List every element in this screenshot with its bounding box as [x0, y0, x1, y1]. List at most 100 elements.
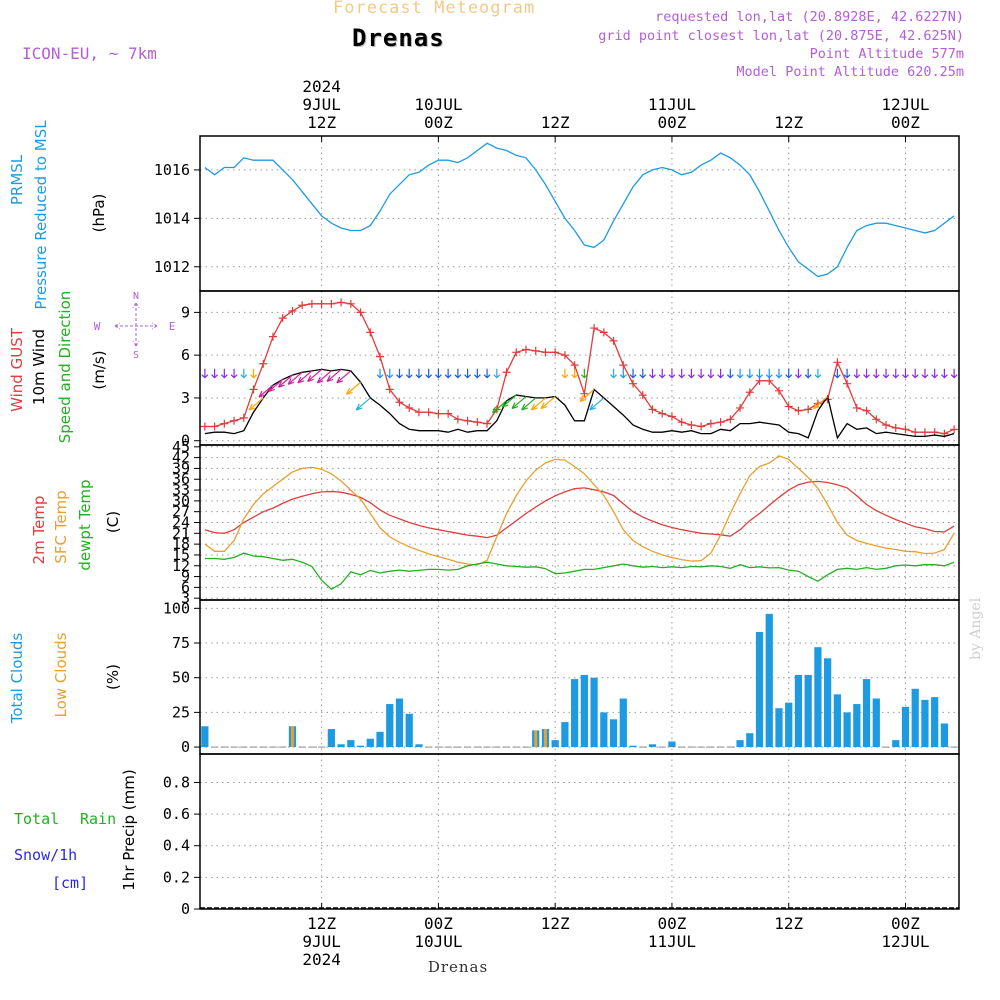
- time-label-bottom: 00Z: [424, 914, 453, 933]
- wind-direction-arrowhead: [220, 374, 228, 379]
- cloud-bar-total: [337, 744, 345, 748]
- cloud-bar-total: [551, 740, 559, 748]
- wind-direction-arrowhead: [287, 378, 295, 385]
- wind-direction-arrowhead: [240, 374, 248, 379]
- wind-gust-marker: [794, 406, 803, 415]
- cloud-bar-total: [590, 677, 598, 748]
- y-tick-label: 42: [172, 449, 190, 467]
- wind-gust-marker: [599, 328, 608, 337]
- wind-direction-arrow: [287, 371, 303, 385]
- y-tick-label: 3: [181, 589, 190, 607]
- wind-gust-marker: [220, 419, 229, 428]
- wind-gust-marker: [697, 422, 706, 431]
- wind-direction-arrowhead: [530, 403, 538, 411]
- y-tick-label: 0: [181, 432, 190, 450]
- cloud-bar-total: [785, 702, 793, 748]
- y-tick-label: 25: [172, 703, 190, 721]
- wind-direction-arrowhead: [396, 374, 403, 379]
- cloud-bar-total: [366, 738, 374, 748]
- wind-label-10m: 10m Wind: [30, 329, 48, 405]
- wind-direction-arrow: [297, 370, 313, 384]
- wind-direction-arrowhead: [376, 374, 384, 379]
- wind-direction-arrowhead: [882, 374, 890, 379]
- wind-label-direction: Speed and Direction: [56, 291, 74, 444]
- temp-line-1: [204, 455, 955, 566]
- cloud-bar-total: [201, 726, 209, 748]
- y-tick-label: 6: [181, 346, 190, 364]
- temp-label-dewpt: dewpt Temp: [76, 479, 94, 570]
- cloud-bar-total: [833, 694, 841, 748]
- wind-gust-marker: [833, 358, 842, 367]
- time-label-top: 9JUL: [302, 95, 341, 114]
- wind-gust-marker: [843, 379, 852, 388]
- cloud-bar-total: [765, 613, 773, 748]
- wind-direction-arrowhead: [425, 374, 433, 379]
- wind-direction-arrowhead: [511, 402, 519, 410]
- wind-direction-arrow: [326, 368, 342, 382]
- wind-direction-arrow: [540, 396, 556, 409]
- panel-frame-precip: [199, 753, 960, 910]
- wind-direction-arrowhead: [230, 374, 238, 379]
- cloud-label-unit: (%): [104, 664, 122, 690]
- wind-direction-arrowhead: [892, 374, 900, 379]
- panel-frame-wind: [199, 290, 960, 446]
- precip-label-snow-unit: [cm]: [52, 874, 88, 892]
- wind-gust-marker: [249, 385, 258, 394]
- time-label-top: 12JUL: [881, 95, 929, 114]
- wind-direction-arrow: [579, 388, 595, 402]
- wind-gust-marker: [268, 332, 277, 341]
- wind-direction-arrowhead: [813, 402, 820, 410]
- wind-gust-marker: [648, 405, 657, 414]
- point-altitude: Point Altitude 577m: [809, 46, 964, 62]
- wind-direction-arrowhead: [911, 374, 919, 379]
- y-tick-label: 45: [172, 438, 190, 456]
- wind-gust-marker: [570, 361, 579, 370]
- time-label-top: 00Z: [657, 113, 686, 132]
- wind-direction-arrowhead: [940, 374, 948, 379]
- wind-direction-arrowhead: [804, 374, 812, 379]
- wind-label-unit: (m/s): [90, 350, 108, 389]
- wind-direction-arrowhead: [853, 374, 861, 379]
- wind-gust-marker: [200, 422, 209, 431]
- wind-gust-marker: [337, 298, 346, 307]
- time-label-bottom: 12Z: [774, 914, 803, 933]
- wind-gust-marker: [356, 308, 365, 317]
- wind-direction-arrowhead: [386, 374, 394, 379]
- cloud-bar-total: [580, 674, 588, 748]
- compass-north: N: [133, 291, 139, 302]
- wind-direction-arrowhead: [697, 374, 705, 379]
- wind-direction-arrowhead: [746, 374, 754, 379]
- wind-direction-arrow: [346, 381, 361, 395]
- y-tick-label: 9: [181, 568, 190, 586]
- y-tick-label: 30: [172, 492, 190, 510]
- requested-coords: requested lon,lat (20.8928E, 42.6227N): [655, 9, 964, 25]
- wind-direction-arrow: [511, 396, 527, 409]
- cloud-bar-total: [843, 712, 851, 748]
- wind-gust-marker: [882, 421, 891, 430]
- wind-direction-arrowhead: [756, 374, 763, 379]
- wind-direction-arrowhead: [795, 374, 802, 379]
- time-label-top: 10JUL: [414, 95, 462, 114]
- wind-gust-marker: [230, 416, 239, 425]
- y-tick-label: 0.6: [163, 805, 190, 823]
- y-tick-label: 1014: [154, 209, 190, 227]
- wind-gust-marker: [483, 419, 492, 428]
- time-label-top: 00Z: [891, 113, 920, 132]
- cloud-bar-total: [600, 712, 608, 748]
- wind-direction-arrowhead: [454, 374, 462, 379]
- cloud-bar-total: [853, 704, 861, 748]
- cloud-bar-total: [347, 740, 355, 748]
- wind-direction-arrowhead: [843, 374, 851, 379]
- wind-direction-arrowhead: [639, 374, 647, 379]
- compass-west: W: [94, 320, 101, 333]
- y-tick-label: 1016: [154, 161, 190, 179]
- cloud-bar-total: [824, 658, 832, 748]
- wind-direction-arrowhead: [610, 374, 617, 379]
- time-label-top: 12Z: [774, 113, 803, 132]
- wind-direction-arrow: [355, 397, 371, 411]
- wind-gust-marker: [210, 422, 219, 431]
- wind-gust-marker: [658, 409, 667, 418]
- wind-gust-marker: [473, 418, 482, 427]
- cloud-bar-total: [356, 745, 365, 748]
- wind-direction-arrow: [813, 396, 829, 409]
